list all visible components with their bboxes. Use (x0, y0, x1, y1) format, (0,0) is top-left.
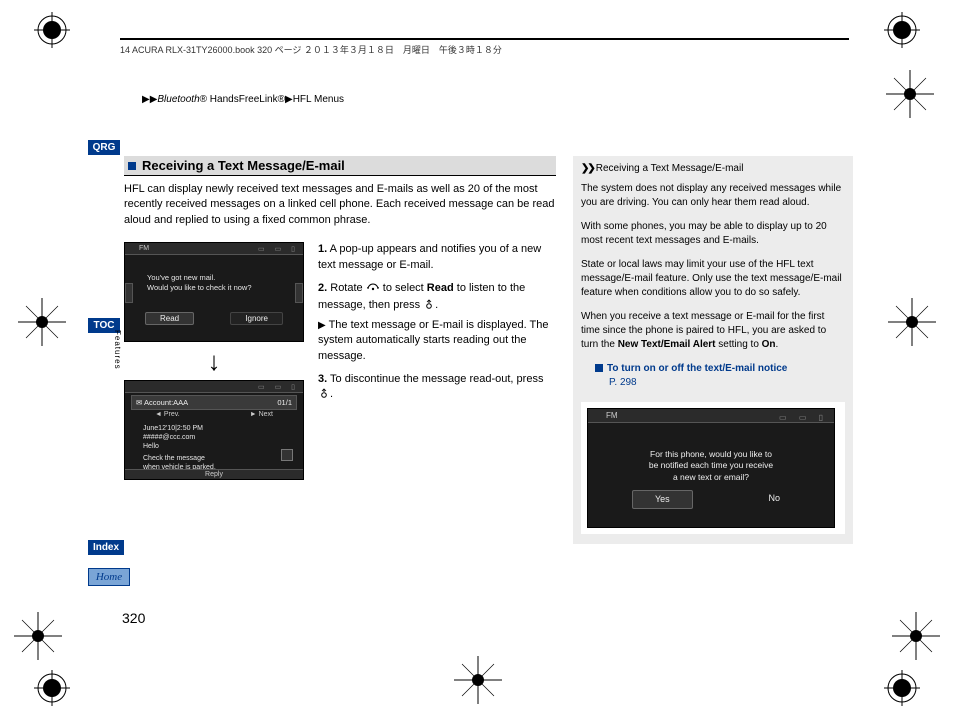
screen-no-button: No (758, 490, 790, 509)
section-heading-bar: Receiving a Text Message/E-mail (124, 156, 556, 176)
registration-mark-icon (886, 70, 934, 118)
section-title: Receiving a Text Message/E-mail (142, 158, 345, 173)
msg-date: June12'10|2:50 PM (143, 425, 273, 434)
message-body: June12'10|2:50 PM #####@ccc.com Hello Ch… (143, 425, 273, 473)
msg-line: Check the message (143, 455, 273, 464)
step-3: 3. To discontinue the message read-out, … (318, 372, 556, 405)
registration-mark-icon (454, 656, 502, 704)
nav-qrg-button[interactable]: QRG (88, 140, 120, 155)
status-icons: ▭ ▭ ▯ (258, 245, 299, 253)
cross-reference-link[interactable]: To turn on or off the text/E-mail notice (595, 362, 845, 376)
account-label: ✉ Account:AAA (136, 398, 188, 407)
mic-icon (281, 449, 293, 461)
popup-message: You've got new mail. Would you like to c… (147, 273, 281, 293)
breadcrumb-seg-hfl: HandsFreeLink® (207, 94, 285, 105)
breadcrumb-seg-bluetooth: Bluetooth (157, 94, 199, 105)
registration-mark-icon (14, 612, 62, 660)
screen-bottombar: Reply (125, 469, 303, 479)
account-row: ✉ Account:AAA 01/1 (131, 395, 297, 410)
crop-mark-icon (884, 12, 920, 48)
screenshot-new-mail-popup: ♫ FM ▭ ▭ ▯ You've got new mail. Would yo… (124, 242, 304, 342)
registration-mark-icon (18, 298, 66, 346)
header-meta: 14 ACURA RLX-31TY26000.book 320 ページ ２０１３… (120, 38, 849, 56)
arrow-down-icon: ↓ (124, 348, 304, 374)
message-count: 01/1 (277, 398, 292, 407)
screen-yes-button: Yes (632, 490, 693, 509)
breadcrumb-arrow: ▶ (285, 94, 293, 105)
sidebar-notes: ❯❯Receiving a Text Message/E-mail The sy… (573, 156, 853, 544)
nav-home-button[interactable]: Home (88, 568, 130, 586)
screenshot-message-view: ♫ ▭ ▭ ▯ ✉ Account:AAA 01/1 ◄ Prev. ► Nex… (124, 380, 304, 480)
crop-mark-icon (884, 670, 920, 706)
triangle-bullet-icon: ▶ (318, 320, 326, 331)
crop-mark-icon (34, 12, 70, 48)
registration-mark-icon (888, 298, 936, 346)
breadcrumb-seg-menus: HFL Menus (293, 94, 344, 105)
msg-from: #####@ccc.com (143, 434, 273, 443)
intro-paragraph: HFL can display newly received text mess… (124, 182, 556, 228)
double-chevron-icon: ❯❯ (581, 163, 594, 174)
sidebar-title: ❯❯Receiving a Text Message/E-mail (581, 162, 845, 176)
screenshots-column: ♫ FM ▭ ▭ ▯ You've got new mail. Would yo… (124, 242, 304, 480)
side-tab-icon (125, 283, 133, 303)
page-number: 320 (122, 610, 145, 626)
popup-line: You've got new mail. (147, 273, 281, 283)
side-tab-icon (295, 283, 303, 303)
registration-mark-icon (892, 612, 940, 660)
screenshot-wrapper: ♫ FM ▭ ▭ ▯ For this phone, would you lik… (581, 402, 845, 534)
press-button-icon (318, 387, 330, 404)
prev-label: ◄ Prev. (155, 411, 180, 418)
sidebar-paragraph: When you receive a text message or E-mai… (581, 310, 845, 352)
popup-line: Would you like to check it now? (147, 283, 281, 293)
step-2: 2. Rotate to select Read to listen to th… (318, 281, 556, 364)
prompt-line: a new text or email? (636, 472, 786, 483)
square-bullet-icon (128, 162, 136, 170)
sidebar-paragraph: With some phones, you may be able to dis… (581, 220, 845, 248)
press-button-icon (423, 298, 435, 315)
link-square-icon (595, 364, 603, 372)
breadcrumb: ▶▶Bluetooth® HandsFreeLink®▶HFL Menus (142, 94, 344, 105)
sidebar-paragraph: State or local laws may limit your use o… (581, 258, 845, 300)
sidebar-paragraph: The system does not display any received… (581, 182, 845, 210)
status-icons: ▭ ▭ ▯ (258, 383, 299, 391)
nav-index-button[interactable]: Index (88, 540, 124, 555)
screen-ignore-button: Ignore (230, 312, 283, 325)
section-label-features: Features (113, 330, 122, 370)
breadcrumb-reg: ® (200, 94, 207, 105)
page-reference[interactable]: P. 298 (609, 376, 845, 390)
prompt-text: For this phone, would you like to be not… (636, 449, 786, 483)
crop-mark-icon (34, 670, 70, 706)
status-icons: ▭ ▭ ▯ (779, 412, 828, 423)
rotate-knob-icon (366, 281, 380, 298)
step-1: 1. A pop-up appears and notifies you of … (318, 242, 556, 273)
screen-read-button: Read (145, 312, 194, 325)
breadcrumb-arrows: ▶▶ (142, 94, 157, 105)
prompt-line: For this phone, would you like to (636, 449, 786, 460)
steps-list: 1. A pop-up appears and notifies you of … (318, 242, 556, 480)
main-content-column: Receiving a Text Message/E-mail HFL can … (124, 156, 556, 480)
msg-hello: Hello (143, 443, 273, 452)
screenshot-alert-prompt: ♫ FM ▭ ▭ ▯ For this phone, would you lik… (587, 408, 835, 528)
prompt-line: be notified each time you receive (636, 460, 786, 471)
next-label: ► Next (250, 411, 273, 418)
